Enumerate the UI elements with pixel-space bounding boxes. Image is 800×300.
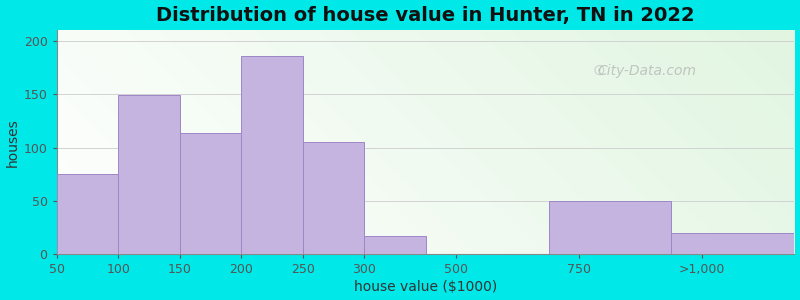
Y-axis label: houses: houses [6, 118, 19, 166]
Bar [671, 233, 794, 254]
Bar [57, 174, 118, 254]
Bar [241, 56, 302, 254]
Text: ⊙: ⊙ [593, 63, 606, 78]
Bar [549, 201, 671, 254]
Title: Distribution of house value in Hunter, TN in 2022: Distribution of house value in Hunter, T… [156, 6, 695, 25]
Bar [118, 95, 179, 254]
Bar [302, 142, 364, 254]
Text: City-Data.com: City-Data.com [598, 64, 696, 78]
X-axis label: house value ($1000): house value ($1000) [354, 280, 497, 294]
Bar [179, 133, 241, 254]
Bar [364, 236, 426, 254]
